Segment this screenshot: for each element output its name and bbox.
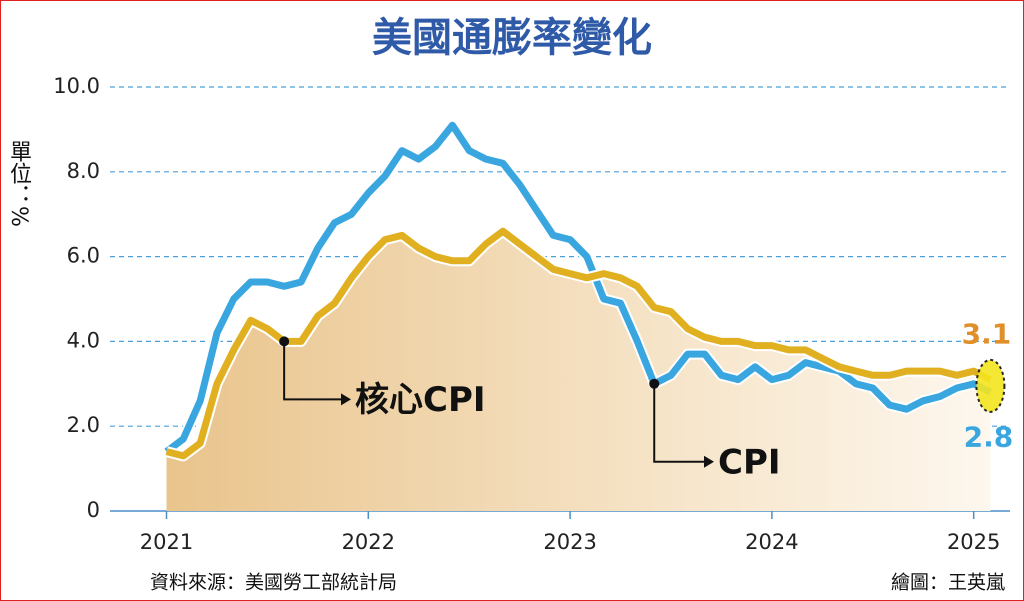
value-label: 3.1 (962, 318, 1012, 351)
arrow-head (704, 455, 714, 468)
series-line (164, 121, 992, 455)
y-tick-label: 10.0 (53, 74, 100, 98)
x-tick-label: 2025 (947, 530, 1000, 554)
y-tick-label: 2.0 (67, 413, 100, 437)
credit: 繪圖：王英嵐 (891, 572, 1005, 594)
y-axis-label-text: 單位：% (6, 140, 32, 227)
series-line (165, 227, 992, 460)
value-label: 2.8 (964, 420, 1014, 453)
x-tick-label: 2021 (140, 530, 193, 554)
source: 資料來源：美國勞工部統計局 (150, 572, 397, 594)
series-label: 核心CPI (355, 380, 486, 420)
y-axis-label: 單位：% (6, 140, 32, 227)
pointer-arrow (653, 383, 706, 463)
plot: 0 2.0 4.0 6.0 8.0 10.0 2021 2022 2023 2024 2025 核心C… (53, 74, 1013, 554)
x-tick-label: 2024 (745, 530, 798, 554)
x-tick-label: 2022 (342, 530, 395, 554)
y-tick-label: 4.0 (67, 328, 100, 352)
x-tick-label: 2023 (543, 530, 596, 554)
core-area (166, 231, 991, 511)
y-tick-label: 8.0 (67, 159, 100, 183)
highlight (975, 358, 1006, 413)
y-tick-label: 6.0 (67, 244, 100, 268)
chart-title: 美國通膨率變化 (372, 15, 652, 61)
series-label: CPI (718, 442, 781, 482)
pointer-arrow (283, 341, 343, 401)
arrow-head (341, 393, 351, 406)
y-tick-label: 0 (87, 498, 100, 522)
